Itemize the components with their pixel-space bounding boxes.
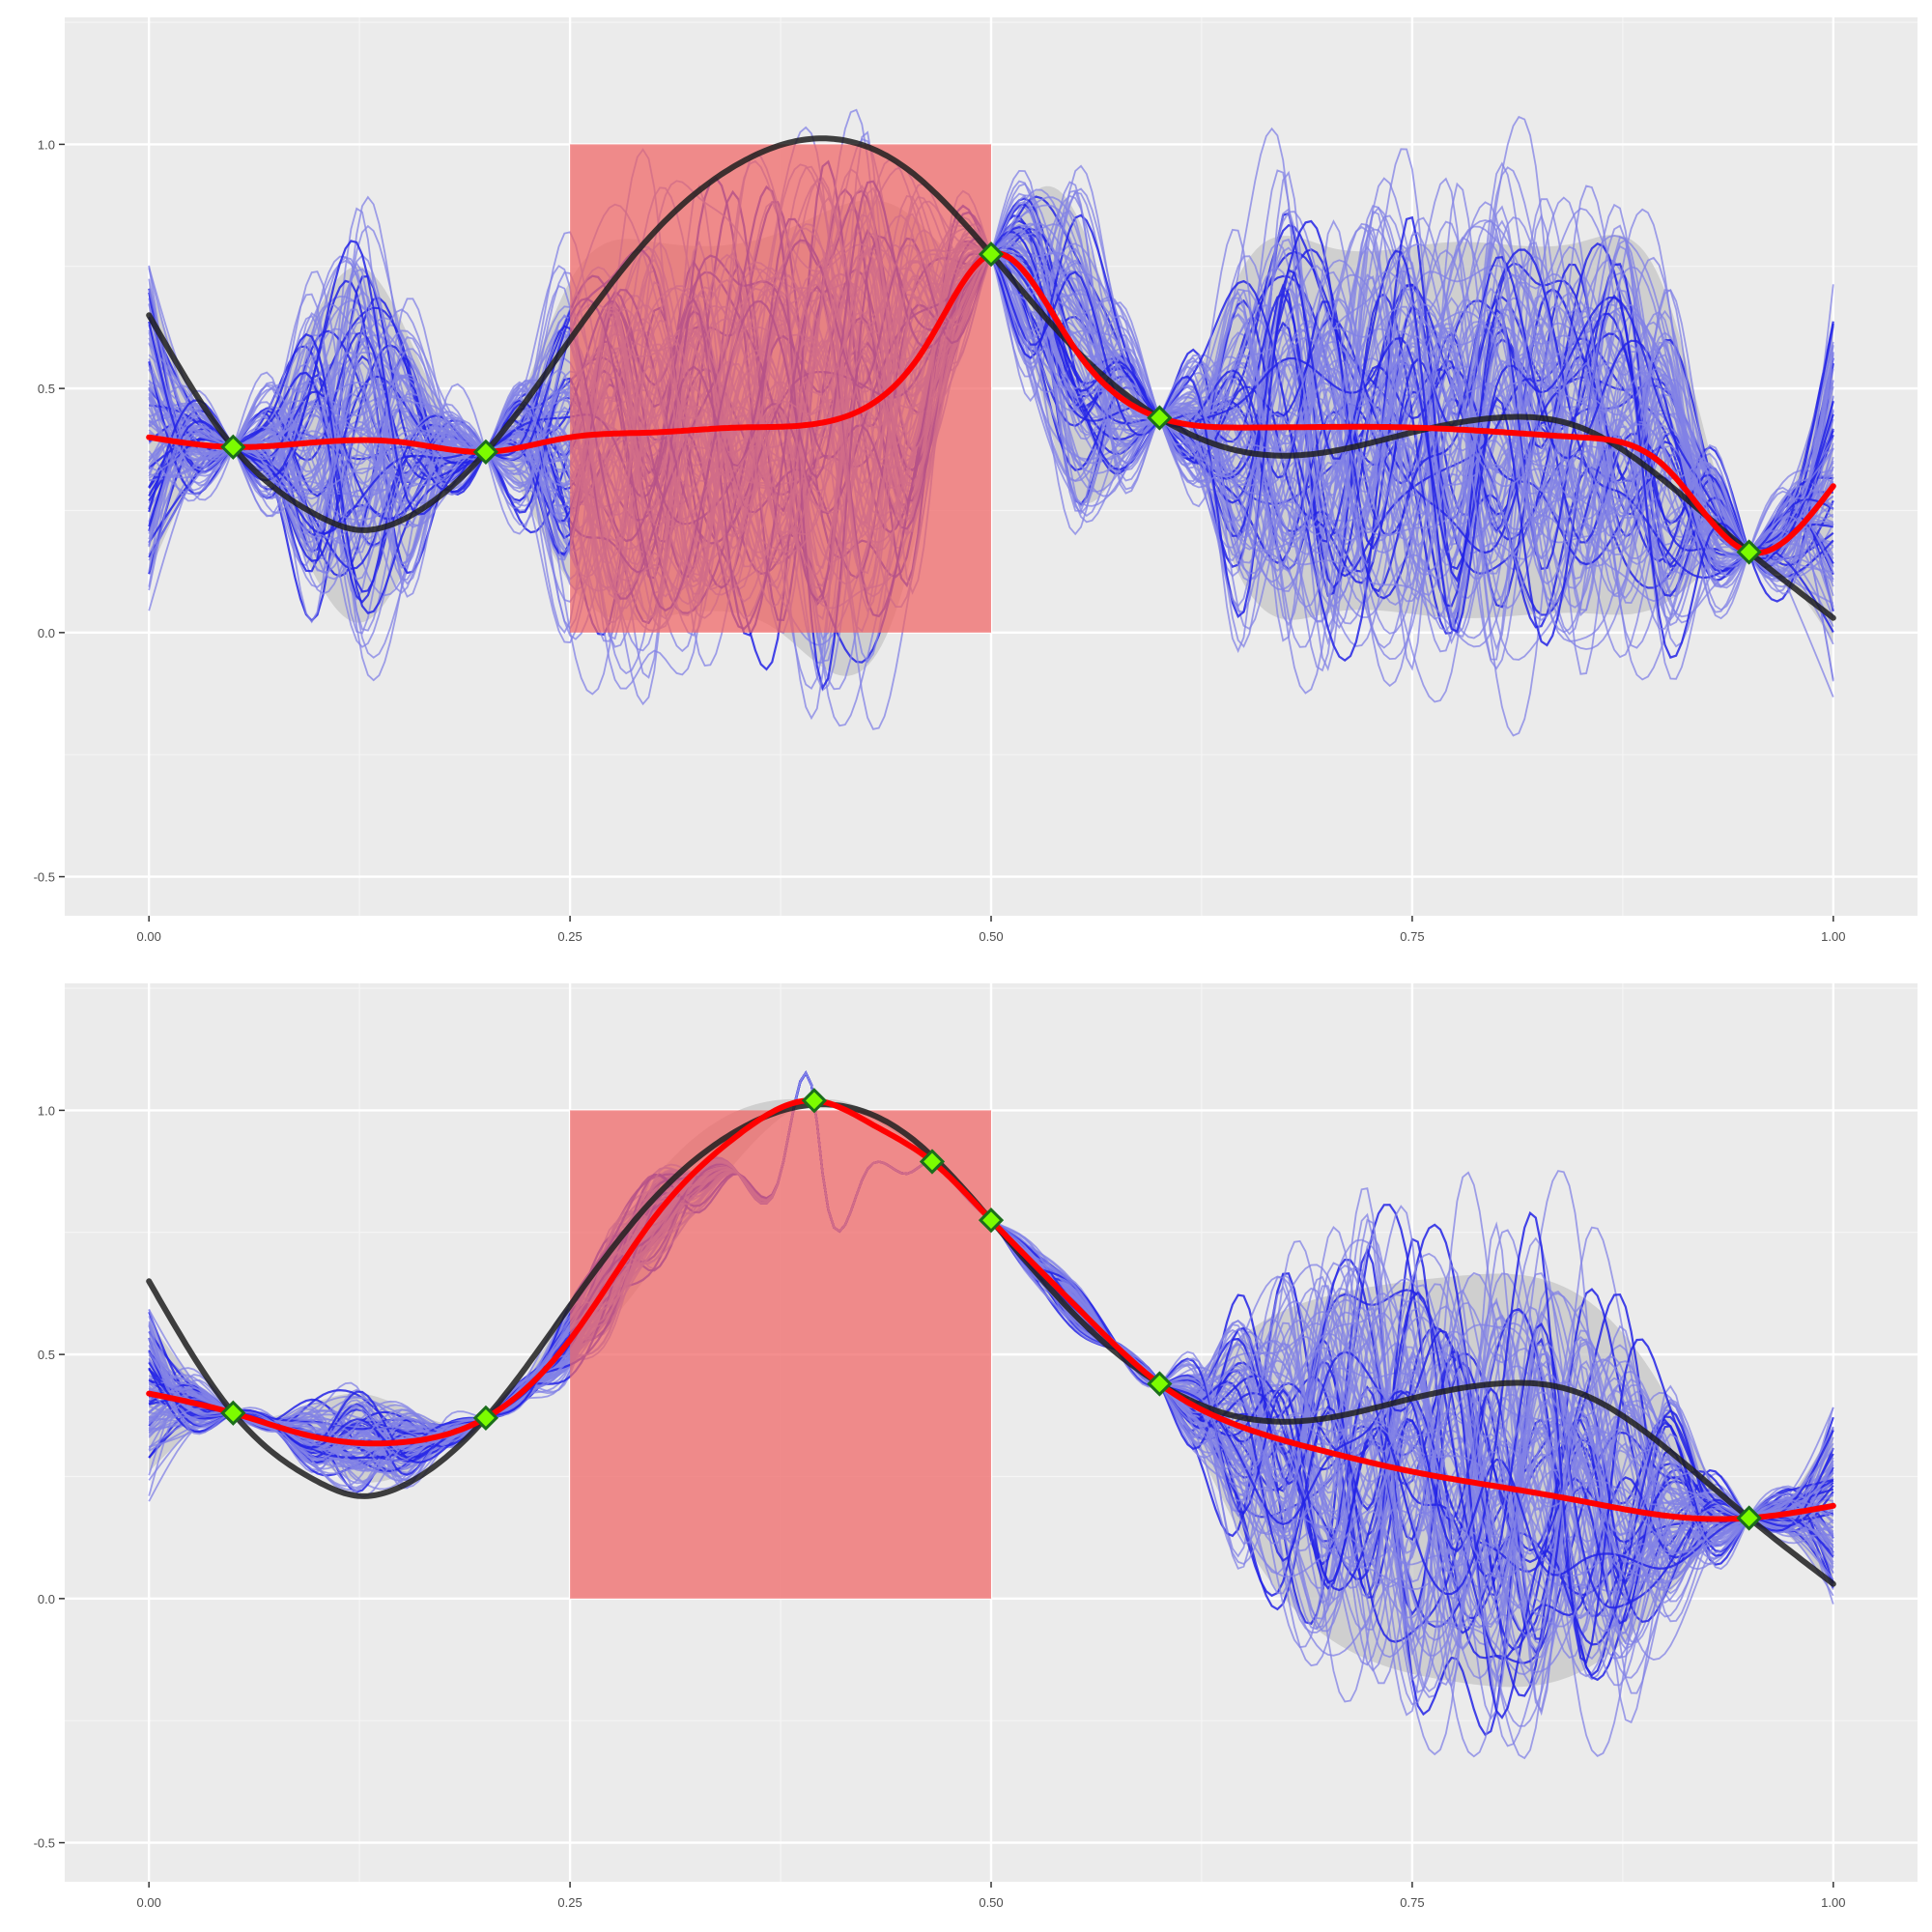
x-tick-label: 0.50: [979, 1895, 1003, 1910]
observation-point: [1736, 1505, 1762, 1531]
y-tick-label: 0.0: [38, 626, 55, 640]
top-panel: 0.00 0.25 0.50 0.75 1.00 -0.5 0.0 0.5 1.0: [34, 17, 1918, 944]
y-tick-label: 1.0: [38, 137, 55, 152]
observation-point: [801, 1088, 828, 1114]
x-tick-label: 0.00: [137, 929, 161, 944]
x-tick-label: 0.75: [1400, 929, 1424, 944]
x-tick-label: 0.25: [557, 929, 582, 944]
observation-point: [220, 434, 246, 460]
x-tick-label: 1.00: [1821, 929, 1845, 944]
observation-point: [472, 1405, 499, 1431]
x-tick-label: 0.75: [1400, 1895, 1424, 1910]
highlight-region: [570, 1110, 991, 1599]
bottom-panel: 0.00 0.25 0.50 0.75 1.00 -0.5 0.0 0.5 1.0: [34, 983, 1918, 1910]
observation-point: [919, 1149, 946, 1175]
x-tick-label: 0.00: [137, 1895, 161, 1910]
observation-point: [978, 242, 1005, 268]
y-tick-label: 0.0: [38, 1592, 55, 1606]
y-tick-label: 1.0: [38, 1103, 55, 1118]
x-tick-label: 0.25: [557, 1895, 582, 1910]
observation-point: [1147, 1371, 1173, 1397]
y-tick-label: 0.5: [38, 1348, 55, 1362]
x-tick-label: 1.00: [1821, 1895, 1845, 1910]
y-tick-label: -0.5: [34, 870, 55, 885]
highlight-region: [570, 144, 991, 633]
x-tick-label: 0.50: [979, 929, 1003, 944]
y-tick-label: 0.5: [38, 382, 55, 396]
observation-point: [220, 1400, 246, 1426]
observation-point: [978, 1208, 1005, 1234]
y-tick-label: -0.5: [34, 1836, 55, 1851]
observation-point: [1147, 405, 1173, 431]
observation-point: [1736, 539, 1762, 565]
observation-point: [472, 439, 499, 465]
